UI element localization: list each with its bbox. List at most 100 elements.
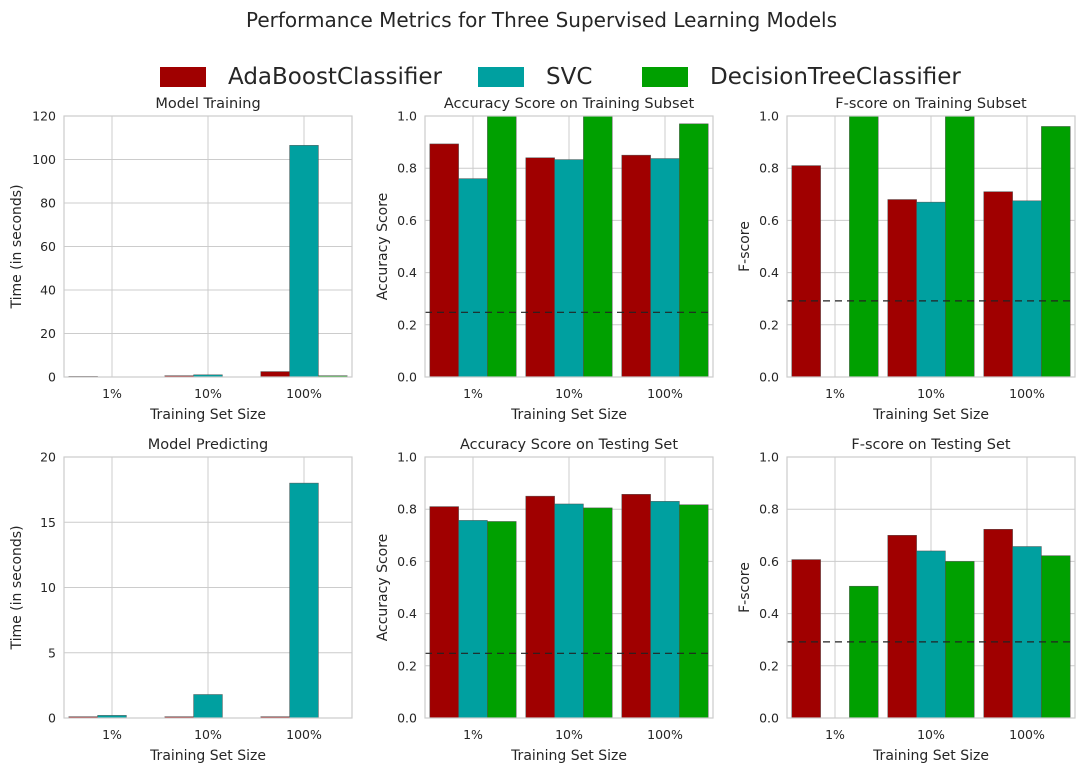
bar-adaboostclassifier-1 [429,143,459,378]
bar-svc-1 [458,520,488,719]
legend-label-svc: SVC [546,64,593,90]
x-tick-label: 100% [647,727,683,742]
bar-svc-10 [916,201,946,378]
bar-adaboostclassifier-100 [260,371,290,378]
y-tick-label: 0.8 [397,161,417,176]
x-axis-label: Training Set Size [149,407,266,423]
bar-svc-10 [554,159,584,378]
panel-model-predicting: 0 5 10 15 20 1% 10% 100% Model Predicting Trainin… [9,437,353,764]
plot-frame [424,456,714,719]
chart-title: Accuracy Score on Training Subset [444,96,695,112]
legend-item-adaboost: AdaBoostClassifier [160,60,442,94]
legend-swatch-decisiontree [642,67,688,87]
chart-title: Model Training [155,96,260,112]
legend-swatch-svc [478,67,524,87]
y-tick-label: 0.4 [397,606,417,621]
bar-svc-100 [1012,546,1042,719]
bar-decisiontreeclassifier-100 [679,123,709,378]
bar-svc-100 [650,158,680,378]
bar-decisiontreeclassifier-1 [849,115,879,378]
y-tick-label: 120 [32,109,56,124]
y-tick-label: 15 [40,515,56,530]
bar-decisiontreeclassifier-100 [1041,126,1071,378]
y-axis-label: Time (in seconds) [9,184,25,309]
y-tick-label: 1.0 [759,109,779,124]
y-axis-label: F-score [737,562,753,613]
y-tick-label: 0.0 [759,711,779,726]
plot-frame [786,115,1076,378]
legend-label-decisiontree: DecisionTreeClassifier [710,64,961,90]
bar-decisiontreeclassifier-1 [849,585,879,719]
bar-svc-10 [193,694,223,719]
bar-adaboostclassifier-100 [983,191,1013,378]
legend: AdaBoostClassifier SVC DecisionTreeClass… [0,60,1083,94]
x-tick-label: 10% [194,727,222,742]
panel-model-training: 0 20 40 60 80 100 120 1% 10% 100% Model Training Tr… [9,96,353,423]
x-tick-label: 1% [463,727,483,742]
bar-adaboostclassifier-100 [621,154,651,378]
chart-title: F-score on Training Subset [835,96,1027,112]
plot-frame [424,115,714,378]
plot-frame [786,456,1076,719]
x-tick-label: 1% [825,386,845,401]
x-axis-label: Training Set Size [872,407,989,423]
y-tick-label: 0.0 [397,370,417,385]
y-tick-label: 0.4 [759,606,779,621]
bar-adaboostclassifier-1 [791,165,821,378]
x-tick-label: 10% [555,727,583,742]
bar-svc-100 [1012,200,1042,378]
bar-svc-1 [458,178,488,378]
y-tick-label: 5 [48,645,56,660]
y-tick-label: 0.2 [759,658,779,673]
bar-adaboostclassifier-10 [887,199,917,378]
panel-f-score-on-testing-set: 0.0 0.2 0.4 0.6 0.8 1.0 1% 10% 100% F-score on Te… [737,437,1076,764]
bar-decisiontreeclassifier-10 [583,507,613,719]
figure-title: Performance Metrics for Three Supervised… [246,8,837,32]
x-tick-label: 100% [1009,727,1045,742]
bar-svc-10 [554,503,584,719]
x-tick-label: 10% [917,386,945,401]
x-tick-label: 100% [647,386,683,401]
y-tick-label: 0.6 [397,554,417,569]
y-tick-label: 60 [40,239,56,254]
y-tick-label: 0.8 [397,502,417,517]
x-tick-label: 100% [286,386,322,401]
bar-decisiontreeclassifier-1 [487,115,517,378]
y-tick-label: 0.2 [759,317,779,332]
y-tick-label: 0 [48,370,56,385]
y-tick-label: 80 [40,196,56,211]
y-tick-label: 0.8 [759,502,779,517]
y-tick-label: 0.6 [759,554,779,569]
y-tick-label: 0.4 [759,265,779,280]
bar-decisiontreeclassifier-10 [945,561,975,719]
y-tick-label: 20 [40,326,56,341]
x-axis-label: Training Set Size [149,748,266,764]
y-tick-label: 100 [32,152,56,167]
bar-adaboostclassifier-100 [621,494,651,719]
x-tick-label: 10% [194,386,222,401]
y-tick-label: 0.0 [759,370,779,385]
bar-svc-100 [650,501,680,719]
y-axis-label: Accuracy Score [375,534,391,642]
panel-accuracy-score-on-training-subset: 0.0 0.2 0.4 0.6 0.8 1.0 1% 10% 100% Accuracy Scor… [375,96,714,423]
y-tick-label: 1.0 [759,450,779,465]
chart-title: Accuracy Score on Testing Set [460,437,678,453]
bar-svc-10 [916,550,946,719]
y-tick-label: 0.2 [397,317,417,332]
bar-decisiontreeclassifier-10 [945,115,975,378]
y-tick-label: 0.2 [397,658,417,673]
y-axis-label: F-score [737,221,753,272]
y-tick-label: 0.6 [397,213,417,228]
bar-decisiontreeclassifier-100 [1041,555,1071,719]
bar-decisiontreeclassifier-10 [583,115,613,378]
x-tick-label: 1% [102,386,122,401]
x-tick-label: 1% [102,727,122,742]
chart-title: Model Predicting [148,437,269,453]
panel-accuracy-score-on-testing-set: 0.0 0.2 0.4 0.6 0.8 1.0 1% 10% 100% Accuracy Scor… [375,437,714,764]
bar-adaboostclassifier-10 [525,495,555,719]
x-tick-label: 1% [825,727,845,742]
bar-svc-100 [289,145,319,378]
x-tick-label: 100% [286,727,322,742]
legend-item-svc: SVC [478,60,592,94]
plot-frame [63,456,353,719]
